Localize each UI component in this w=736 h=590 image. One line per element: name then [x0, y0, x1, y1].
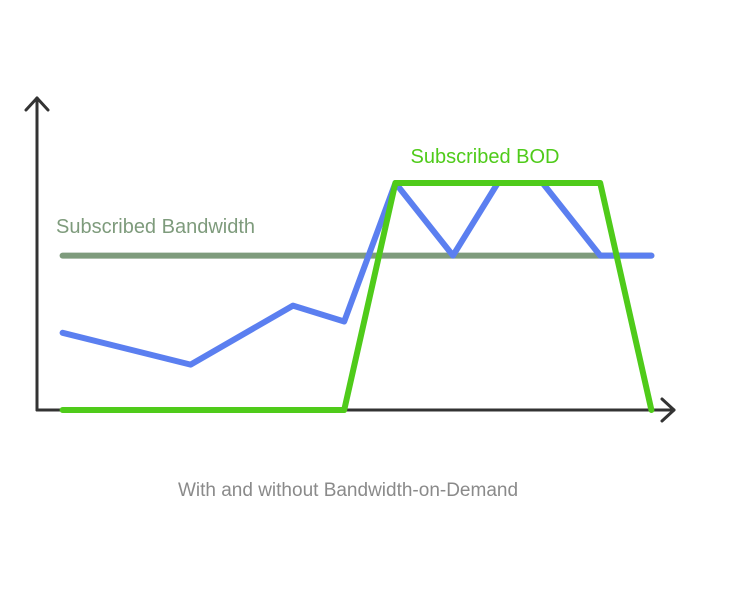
series-layer: [59, 180, 655, 413]
annotation-subscribed-bandwidth: Subscribed Bandwidth: [56, 216, 255, 238]
chart-caption: With and without Bandwidth-on-Demand: [178, 480, 518, 501]
series-line-usage: [59, 180, 655, 368]
annotation-subscribed-bod: Subscribed BOD: [411, 146, 560, 168]
y-axis-arrow-icon: [24, 96, 50, 112]
x-axis-arrow-icon: [660, 397, 676, 423]
series-line-subscribed-bod: [59, 180, 655, 413]
